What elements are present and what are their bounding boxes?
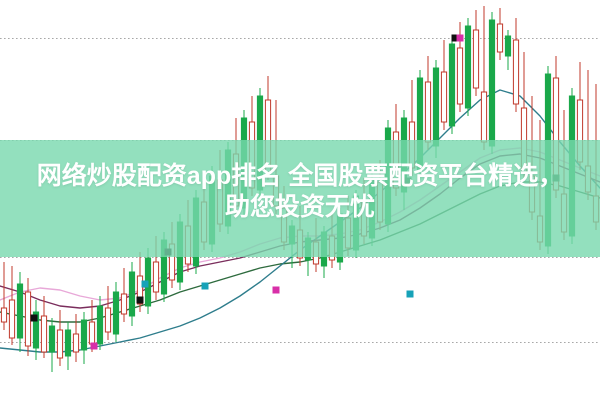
candle-body	[512, 39, 520, 105]
signal-marker	[272, 286, 280, 294]
candle-body	[0, 307, 8, 323]
candle-body	[112, 291, 120, 335]
candle-body	[152, 261, 160, 293]
candle-body	[296, 229, 304, 259]
candle-body	[48, 325, 56, 353]
candle-body	[496, 23, 504, 53]
candle-body	[40, 315, 48, 353]
candle-body	[128, 271, 136, 317]
signal-marker	[456, 34, 464, 42]
signal-marker	[30, 314, 38, 322]
candle-body	[56, 329, 64, 359]
candle-body	[328, 235, 336, 261]
candle-body	[64, 329, 72, 357]
candle-body	[104, 307, 112, 333]
signal-marker	[141, 280, 149, 288]
headline-line-2: 助您投资无忧	[224, 193, 375, 221]
candle-body	[448, 43, 456, 127]
headline-line-1: 网络炒股配资app排名 全国股票配资平台精选，	[36, 162, 564, 190]
candle-body	[120, 293, 128, 315]
signal-marker	[164, 248, 172, 256]
candle-body	[480, 91, 488, 143]
candle-body	[288, 225, 296, 245]
candle-body	[440, 71, 448, 123]
signal-marker	[406, 290, 414, 298]
candle-body	[72, 333, 80, 353]
candle-body	[432, 67, 440, 147]
candle-body	[504, 35, 512, 57]
banner-headline: 网络炒股配资app排名 全国股票配资平台精选， 助您投资无忧	[0, 161, 600, 223]
candle-body	[576, 99, 584, 163]
candle-body	[16, 283, 24, 339]
candle-body	[312, 241, 320, 265]
candle-body	[456, 47, 464, 105]
candle-body	[96, 305, 104, 345]
candle-body	[24, 291, 32, 347]
signal-marker	[451, 34, 459, 42]
candle-body	[424, 81, 432, 143]
candle-body	[80, 319, 88, 351]
candle-body	[320, 231, 328, 267]
candle-body	[88, 321, 96, 345]
candle-body	[176, 221, 184, 283]
candle-body	[416, 77, 424, 173]
candle-body	[472, 29, 480, 89]
candle-body	[136, 275, 144, 305]
signal-marker	[201, 282, 209, 290]
signal-marker	[136, 296, 144, 304]
candle-body	[8, 299, 16, 339]
candle-body	[464, 25, 472, 109]
candle-body	[32, 311, 40, 349]
signal-marker	[90, 342, 98, 350]
candle-body	[304, 237, 312, 261]
candle-body	[488, 19, 496, 147]
candle-body	[160, 239, 168, 295]
candle-body	[184, 225, 192, 265]
